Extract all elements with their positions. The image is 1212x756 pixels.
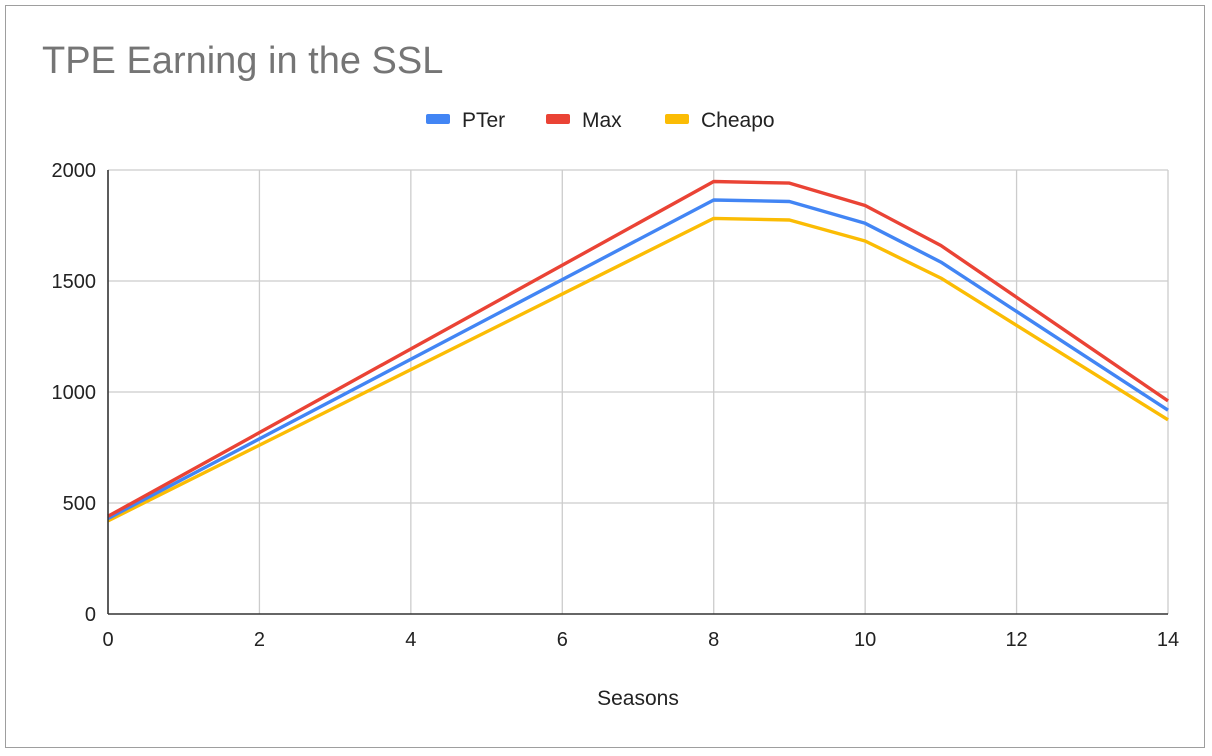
y-tick-label: 1000 — [52, 382, 97, 404]
legend-item-cheapo[interactable]: Cheapo — [665, 109, 775, 132]
x-axis-title: Seasons — [597, 687, 679, 710]
legend-label: Cheapo — [701, 109, 775, 132]
tick-labels: 0 500 1000 1500 2000 0 2 4 6 8 10 12 14 — [52, 160, 1180, 651]
gridlines — [108, 169, 1169, 614]
y-tick-label: 1500 — [52, 271, 97, 293]
y-tick-label: 0 — [85, 604, 96, 626]
legend-item-max[interactable]: Max — [546, 109, 622, 132]
series-line-cheapo[interactable] — [107, 216, 1169, 523]
legend-swatch — [426, 114, 450, 124]
legend-item-pter[interactable]: PTer — [426, 109, 505, 132]
legend-swatch — [665, 114, 689, 124]
x-tick-label: 8 — [708, 629, 719, 651]
legend-label: PTer — [462, 109, 505, 132]
chart-title: TPE Earning in the SSL — [42, 40, 444, 82]
x-tick-label: 4 — [405, 629, 416, 651]
series-line-max[interactable] — [107, 179, 1169, 518]
series-lines — [107, 179, 1169, 523]
x-tick-label: 2 — [254, 629, 265, 651]
y-tick-label: 500 — [63, 493, 96, 515]
x-tick-label: 12 — [1005, 629, 1027, 651]
x-tick-label: 6 — [557, 629, 568, 651]
axes — [107, 170, 1168, 615]
x-tick-label: 10 — [854, 629, 876, 651]
legend-swatch — [546, 114, 570, 124]
legend-label: Max — [582, 109, 622, 132]
x-tick-label: 0 — [102, 629, 113, 651]
y-tick-label: 2000 — [52, 160, 97, 182]
x-tick-label: 14 — [1157, 629, 1179, 651]
series-line-pter[interactable] — [107, 198, 1169, 521]
legend[interactable]: PTer Max Cheapo — [426, 109, 775, 132]
chart-frame — [5, 5, 1205, 748]
